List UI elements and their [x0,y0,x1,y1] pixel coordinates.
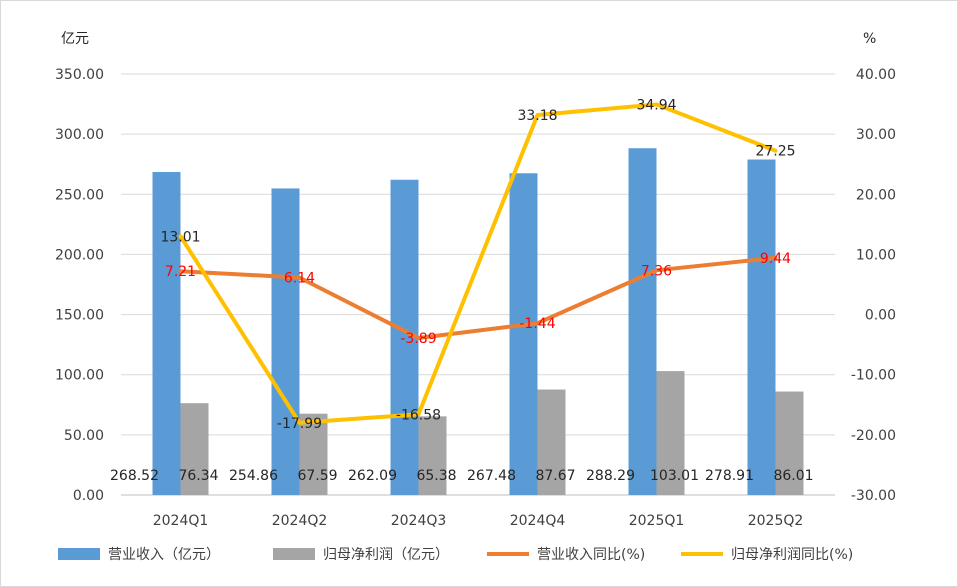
data-labels: 268.52 254.86 262.09 267.48 288.29 278.91 76.3… [110,97,814,484]
net-profit-yoy-label: 27.25 [755,144,795,160]
revenue-yoy-label: 6.14 [284,271,315,287]
revenue-value-label: 278.91 [705,468,754,484]
revenue-yoy-label: -1.44 [519,316,555,332]
legend-label: 归母净利润同比(%) [731,546,853,563]
x-tick-label: 2024Q4 [510,513,566,529]
net-profit-yoy-line [178,102,778,425]
bar-revenue [152,172,181,496]
net-profit-yoy-label: -17.99 [277,416,322,432]
revenue-value-label: 254.86 [229,468,278,484]
bar-net-profit [299,413,328,495]
lines [178,102,778,425]
x-tick-label: 2024Q2 [272,513,328,529]
left-tick-label: 50.00 [64,428,104,444]
left-tick-label: 0.00 [73,488,104,504]
gridlines [121,73,835,496]
net-profit-yoy-label: 33.18 [517,108,557,124]
bar-net-profit [656,371,685,495]
x-axis-categories: 2024Q1 2024Q2 2024Q3 2024Q4 2025Q1 2025Q2 [153,513,804,529]
net-profit-value-label: 65.38 [416,468,456,484]
revenue-value-label: 268.52 [110,468,159,484]
legend-label: 营业收入（亿元） [108,547,220,563]
right-tick-label: 10.00 [856,247,896,263]
bar-net-profit [418,416,447,495]
net-profit-value-label: 67.59 [297,468,337,484]
revenue-value-label: 288.29 [586,468,635,484]
right-tick-label: -20.00 [851,428,896,444]
left-tick-label: 350.00 [55,67,104,83]
legend-label: 营业收入同比(%) [537,547,645,563]
legend-label: 归母净利润（亿元） [323,546,449,563]
right-tick-label: 20.00 [856,187,896,203]
bar-revenue [747,159,776,495]
left-axis-ticks: 0.00 50.00 100.00 150.00 200.00 250.00 300.00 3… [55,67,104,504]
net-profit-value-label: 76.34 [178,468,218,484]
right-axis-ticks: -30.00 -20.00 -10.00 0.00 10.00 20.00 30.00 40.… [851,67,896,504]
net-profit-yoy-label: 34.94 [636,97,676,113]
left-tick-label: 200.00 [55,247,104,263]
net-profit-yoy-label: -16.58 [396,407,441,423]
revenue-yoy-label: -3.89 [400,331,436,347]
bar-net-profit [775,391,804,495]
bar-net-profit [180,403,209,495]
bars [152,148,804,496]
legend-swatch [273,548,315,560]
revenue-value-label: 262.09 [348,468,397,484]
x-tick-label: 2024Q3 [391,513,447,529]
x-tick-label: 2025Q2 [748,513,804,529]
right-tick-label: 30.00 [856,127,896,143]
bar-revenue [271,188,300,496]
left-axis-unit: 亿元 [61,31,89,47]
right-tick-label: -30.00 [851,488,896,504]
revenue-yoy-label: 7.21 [165,264,196,280]
bar-net-profit [537,389,566,495]
revenue-yoy-label: 7.36 [641,263,672,279]
revenue-yoy-label: 9.44 [760,251,791,267]
x-tick-label: 2025Q1 [629,513,685,529]
right-tick-label: 40.00 [856,67,896,83]
revenue-value-label: 267.48 [467,468,516,484]
left-tick-label: 150.00 [55,308,104,324]
net-profit-yoy-label: 13.01 [160,229,200,245]
right-tick-label: 0.00 [865,308,896,324]
legend: 营业收入（亿元） 归母净利润（亿元） 营业收入同比(%) 归母净利润同比(%) [58,546,853,563]
right-axis-unit: % [863,31,876,47]
left-tick-label: 250.00 [55,187,104,203]
revenue-yoy-line [178,255,778,340]
x-tick-label: 2024Q1 [153,513,209,529]
net-profit-value-label: 86.01 [773,468,813,484]
net-profit-value-label: 87.67 [535,468,575,484]
net-profit-value-label: 103.01 [650,468,699,484]
bar-revenue [628,148,657,495]
bar-revenue [509,173,538,495]
left-tick-label: 300.00 [55,127,104,143]
right-tick-label: -10.00 [851,368,896,384]
legend-swatch [58,548,100,560]
left-tick-label: 100.00 [55,368,104,384]
